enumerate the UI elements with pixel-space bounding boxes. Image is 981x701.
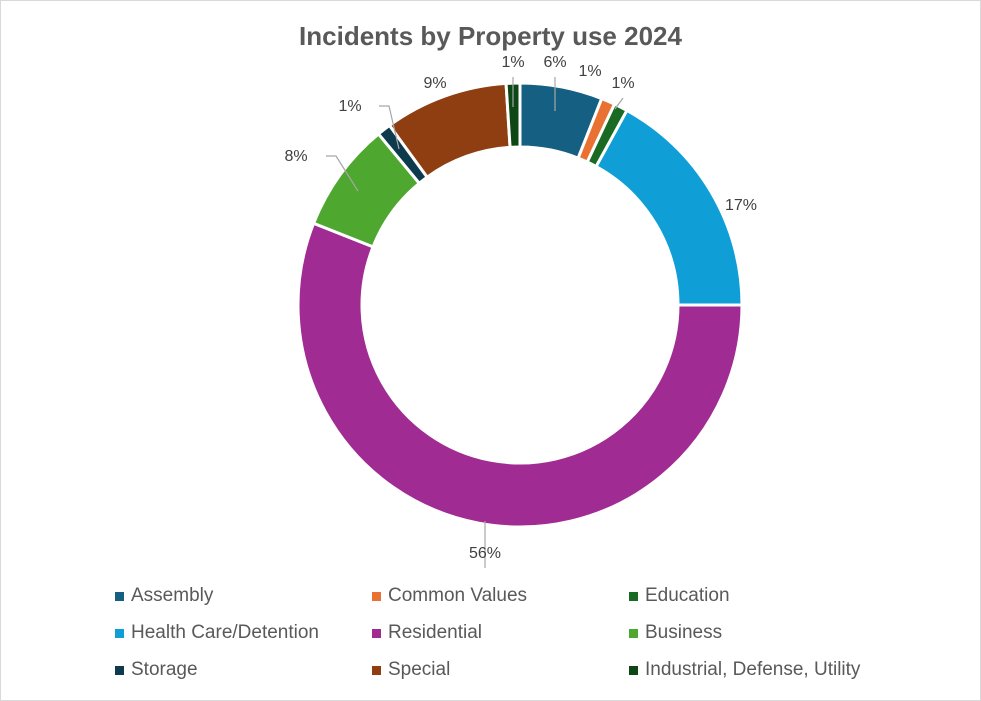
data-label-education: 1% [611,75,634,92]
legend-item-special: Special [372,658,629,682]
legend-item-common-values: Common Values [372,584,629,608]
legend-swatch [372,591,381,601]
legend-label: Health Care/Detention [131,622,319,643]
legend-item-education: Education [629,584,915,608]
data-label-health-care-detention: 17% [725,197,757,214]
legend-swatch [372,665,381,675]
doughnut-chart: 6% 1% 1% 17% 56% 8% 1% 9% 1% [284,54,757,568]
leader-line-storage [379,105,400,150]
slice-health-care-detention [594,108,744,307]
legend-item-health-care-detention: Health Care/Detention [115,621,372,645]
legend-label: Education [645,585,730,606]
chart-legend: Assembly Common Values Education Health Car… [115,584,915,682]
legend-label: Special [388,659,451,680]
legend-item-storage: Storage [115,658,372,682]
legend-swatch [115,665,124,675]
legend-label: Industrial, Defense, Utility [645,659,861,680]
data-label-special: 9% [423,75,446,92]
legend-label: Assembly [131,585,214,606]
leader-line-business [326,155,359,192]
data-label-storage: 1% [338,98,361,115]
legend-label: Common Values [388,585,528,606]
legend-item-business: Business [629,621,915,645]
leader-line-education [614,97,624,110]
legend-swatch [629,591,638,601]
legend-label: Business [645,622,723,643]
legend-swatch [115,628,124,638]
legend-item-assembly: Assembly [115,584,372,608]
data-label-common-values: 1% [578,63,601,80]
legend-item-residential: Residential [372,621,629,645]
chart-title: Incidents by Property use 2024 [299,21,682,51]
data-label-assembly: 6% [543,54,566,71]
data-label-industrial-defense-utility: 1% [501,54,524,71]
legend-swatch [629,628,638,638]
data-label-residential: 56% [469,545,501,562]
data-label-business: 8% [284,148,307,165]
slice-industrial-defense-utility [504,81,522,149]
legend-swatch [372,628,381,638]
slice-residential [296,221,744,529]
legend-label: Storage [131,659,198,680]
legend-swatch [115,591,124,601]
legend-item-industrial-defense-utility: Industrial, Defense, Utility [629,658,915,682]
legend-swatch [629,665,638,675]
legend-label: Residential [388,622,482,643]
